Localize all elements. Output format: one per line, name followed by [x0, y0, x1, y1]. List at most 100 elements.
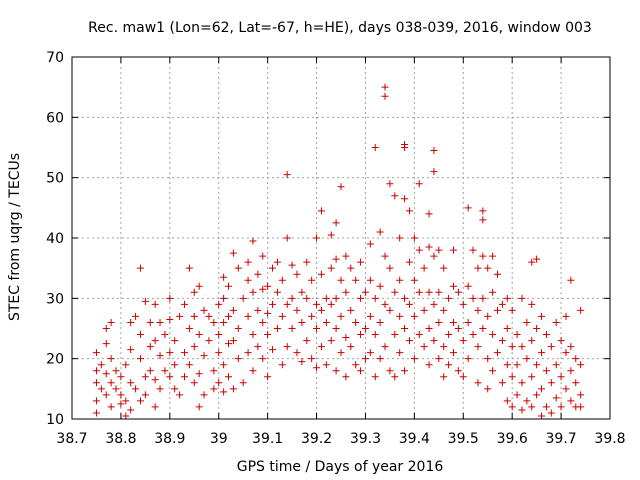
data-point: [376, 355, 384, 363]
data-point: [435, 355, 443, 363]
data-point: [464, 318, 472, 326]
data-point: [195, 331, 203, 339]
data-point: [269, 300, 277, 308]
data-point: [264, 373, 272, 381]
data-point: [371, 331, 379, 339]
x-tick-label: 38.7: [56, 431, 87, 447]
data-point: [494, 349, 502, 357]
data-point: [102, 391, 110, 399]
data-point: [185, 264, 193, 272]
data-point: [366, 349, 374, 357]
data-point: [503, 325, 511, 332]
data-point: [215, 300, 223, 308]
data-point: [298, 288, 306, 296]
data-point: [562, 312, 570, 320]
data-point: [313, 234, 321, 242]
y-tick-label: 70: [46, 50, 64, 66]
data-point: [322, 294, 330, 302]
x-axis-label: GPS time / Days of year 2016: [237, 459, 444, 475]
data-point: [562, 385, 570, 393]
data-point: [484, 355, 492, 363]
data-point: [430, 337, 438, 345]
data-point: [366, 240, 374, 248]
data-point: [459, 300, 467, 308]
data-point: [469, 294, 477, 302]
data-point: [166, 349, 174, 357]
data-point: [298, 318, 306, 326]
data-point: [97, 361, 105, 369]
data-point: [200, 391, 208, 399]
data-point: [195, 282, 203, 290]
data-point: [396, 349, 404, 357]
data-point: [269, 264, 277, 272]
data-point: [376, 318, 384, 326]
data-point: [557, 337, 565, 345]
data-point: [391, 331, 399, 339]
data-point: [327, 300, 335, 308]
data-point: [479, 325, 487, 332]
data-point: [347, 306, 355, 314]
data-point: [107, 318, 115, 326]
data-point: [435, 246, 443, 254]
data-point: [205, 337, 213, 345]
data-point: [528, 403, 536, 411]
data-point: [352, 318, 360, 326]
x-tick-label: 39.7: [546, 431, 577, 447]
data-point: [317, 270, 325, 278]
data-point: [342, 252, 350, 260]
data-point: [190, 379, 198, 387]
data-point: [220, 361, 228, 369]
data-point: [508, 373, 516, 381]
data-point: [381, 252, 389, 260]
data-point: [425, 325, 433, 332]
data-point: [151, 337, 159, 345]
data-point: [567, 276, 575, 284]
data-point: [180, 373, 188, 381]
data-point: [244, 276, 252, 284]
data-point: [132, 312, 140, 320]
data-point: [278, 312, 286, 320]
data-point: [440, 264, 448, 272]
data-point: [180, 349, 188, 357]
data-point: [464, 355, 472, 363]
data-point: [141, 373, 149, 381]
data-point: [254, 270, 262, 278]
data-point: [464, 282, 472, 290]
data-point: [386, 367, 394, 375]
data-point: [190, 343, 198, 351]
data-point: [259, 252, 267, 260]
data-point: [386, 180, 394, 188]
data-point: [396, 234, 404, 242]
data-point: [479, 294, 487, 302]
data-point: [278, 276, 286, 284]
data-point: [229, 306, 237, 314]
data-point: [92, 367, 100, 375]
data-point: [518, 343, 526, 351]
data-point: [117, 391, 125, 399]
data-point: [127, 346, 135, 354]
data-point: [572, 355, 580, 363]
data-point: [161, 331, 169, 339]
data-point: [239, 294, 247, 302]
data-point: [151, 376, 159, 384]
data-point: [357, 258, 365, 266]
data-point: [528, 258, 536, 266]
data-point: [136, 264, 144, 272]
data-point: [489, 367, 497, 375]
data-point: [366, 276, 374, 284]
data-point: [538, 412, 546, 420]
data-point: [180, 300, 188, 308]
data-point: [156, 318, 164, 326]
data-point: [547, 379, 555, 387]
data-point: [484, 264, 492, 272]
data-point: [557, 403, 565, 411]
data-point: [577, 306, 585, 314]
data-point: [337, 183, 345, 191]
data-point: [117, 373, 125, 381]
data-point: [288, 261, 296, 269]
data-point: [552, 394, 560, 402]
data-point: [293, 306, 301, 314]
data-point: [327, 337, 335, 345]
data-point: [445, 361, 453, 369]
data-point: [303, 337, 311, 345]
